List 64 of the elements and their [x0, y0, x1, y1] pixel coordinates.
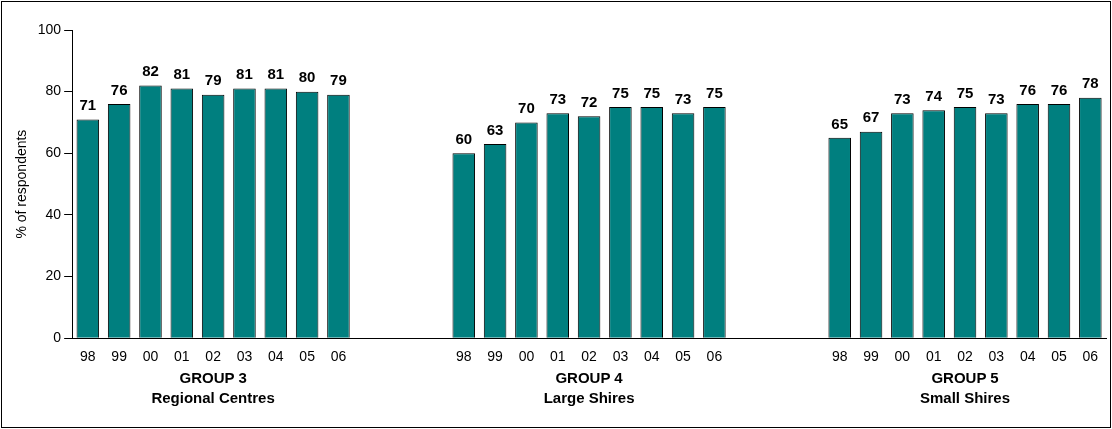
- x-tick-label: 01: [174, 348, 190, 365]
- data-label: 79: [204, 71, 222, 89]
- data-label: 82: [142, 62, 159, 80]
- data-label: 81: [267, 65, 285, 83]
- data-label: 78: [1081, 74, 1099, 92]
- x-tick-label: 03: [612, 348, 629, 365]
- y-tick-label: 100: [37, 20, 62, 37]
- x-tick-label: 06: [706, 348, 723, 365]
- x-tick-label: 01: [549, 348, 566, 365]
- data-label: 73: [674, 89, 692, 107]
- x-tick-label: 06: [1082, 348, 1099, 365]
- data-label: 70: [518, 99, 535, 117]
- data-label: 75: [643, 83, 661, 101]
- x-tick-label: 05: [299, 348, 316, 365]
- x-tick-label: 98: [455, 348, 472, 365]
- x-tick-label: 00: [142, 348, 159, 365]
- data-label: 76: [1019, 80, 1037, 98]
- y-tick-label: 80: [45, 82, 62, 99]
- data-label: 72: [580, 92, 598, 110]
- data-label: 79: [330, 71, 347, 89]
- data-label: 81: [236, 65, 253, 83]
- x-tick-label: 05: [675, 348, 692, 365]
- data-label: 80: [298, 68, 316, 86]
- data-label: 65: [831, 114, 849, 132]
- data-label: 67: [862, 108, 880, 126]
- y-tick-label: 20: [45, 267, 62, 284]
- data-label: 73: [988, 89, 1005, 107]
- data-label: 75: [706, 83, 723, 101]
- data-label: 76: [1050, 80, 1068, 98]
- x-tick-label: 99: [111, 348, 128, 365]
- x-tick-label: 06: [330, 348, 347, 365]
- data-label: 81: [173, 65, 191, 83]
- x-tick-label: 02: [205, 348, 222, 365]
- x-tick-label: 05: [1051, 348, 1067, 365]
- x-tick-label: 03: [988, 348, 1005, 365]
- x-tick-label: 02: [957, 348, 974, 365]
- data-label: 73: [549, 89, 567, 107]
- data-label: 71: [79, 96, 97, 114]
- x-tick-label: 04: [268, 348, 284, 365]
- x-tick-label: 00: [894, 348, 911, 365]
- data-label: 73: [894, 89, 911, 107]
- x-tick-label: 98: [80, 348, 96, 365]
- x-tick-label: 99: [863, 348, 880, 365]
- x-tick-label: 04: [1019, 348, 1036, 365]
- text: GROUP 4 Large Shires: [543, 368, 635, 409]
- x-tick-label: 04: [643, 348, 660, 365]
- x-tick-label: 03: [236, 348, 253, 365]
- data-label: 74: [925, 86, 943, 104]
- y-axis-title: % of respondents: [13, 129, 30, 239]
- y-tick-label: 0: [53, 329, 62, 346]
- x-tick-label: 99: [487, 348, 504, 365]
- y-tick-label: 60: [45, 144, 62, 161]
- text: GROUP 5 Small Shires: [919, 368, 1011, 409]
- text: GROUP 3 Regional Centres: [151, 368, 275, 409]
- x-tick-label: 98: [831, 348, 848, 365]
- data-label: 75: [612, 83, 629, 101]
- x-tick-label: 02: [581, 348, 598, 365]
- data-label: 63: [486, 120, 504, 138]
- data-label: 60: [455, 129, 473, 147]
- x-tick-label: 01: [925, 348, 942, 365]
- y-tick-label: 40: [45, 205, 62, 222]
- data-label: 75: [956, 83, 974, 101]
- data-label: 76: [110, 80, 128, 98]
- x-tick-label: 00: [518, 348, 535, 365]
